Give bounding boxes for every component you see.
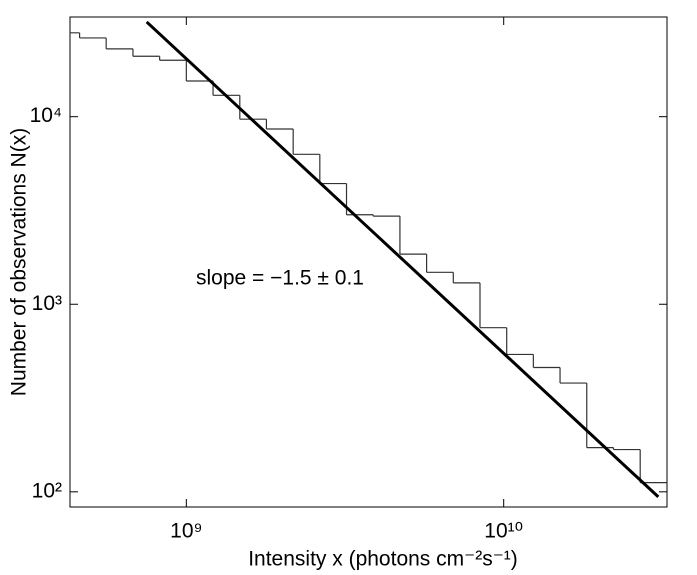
annotation: slope = −1.5 ± 0.1	[196, 267, 364, 290]
plot-area	[70, 20, 667, 498]
x-tick-label: 10⁹	[170, 520, 202, 543]
y-axis-title: Number of observations N(x)	[8, 128, 31, 396]
y-tick-label: 10⁴	[30, 104, 62, 127]
y-tick-label: 10²	[32, 479, 62, 502]
y-tick-label: 10³	[32, 292, 62, 315]
plot-frame	[69, 16, 668, 508]
fit-line	[145, 20, 660, 498]
x-tick-label: 10¹⁰	[484, 520, 523, 543]
x-axis-title: Intensity x (photons cm⁻²s⁻¹)	[248, 548, 518, 571]
